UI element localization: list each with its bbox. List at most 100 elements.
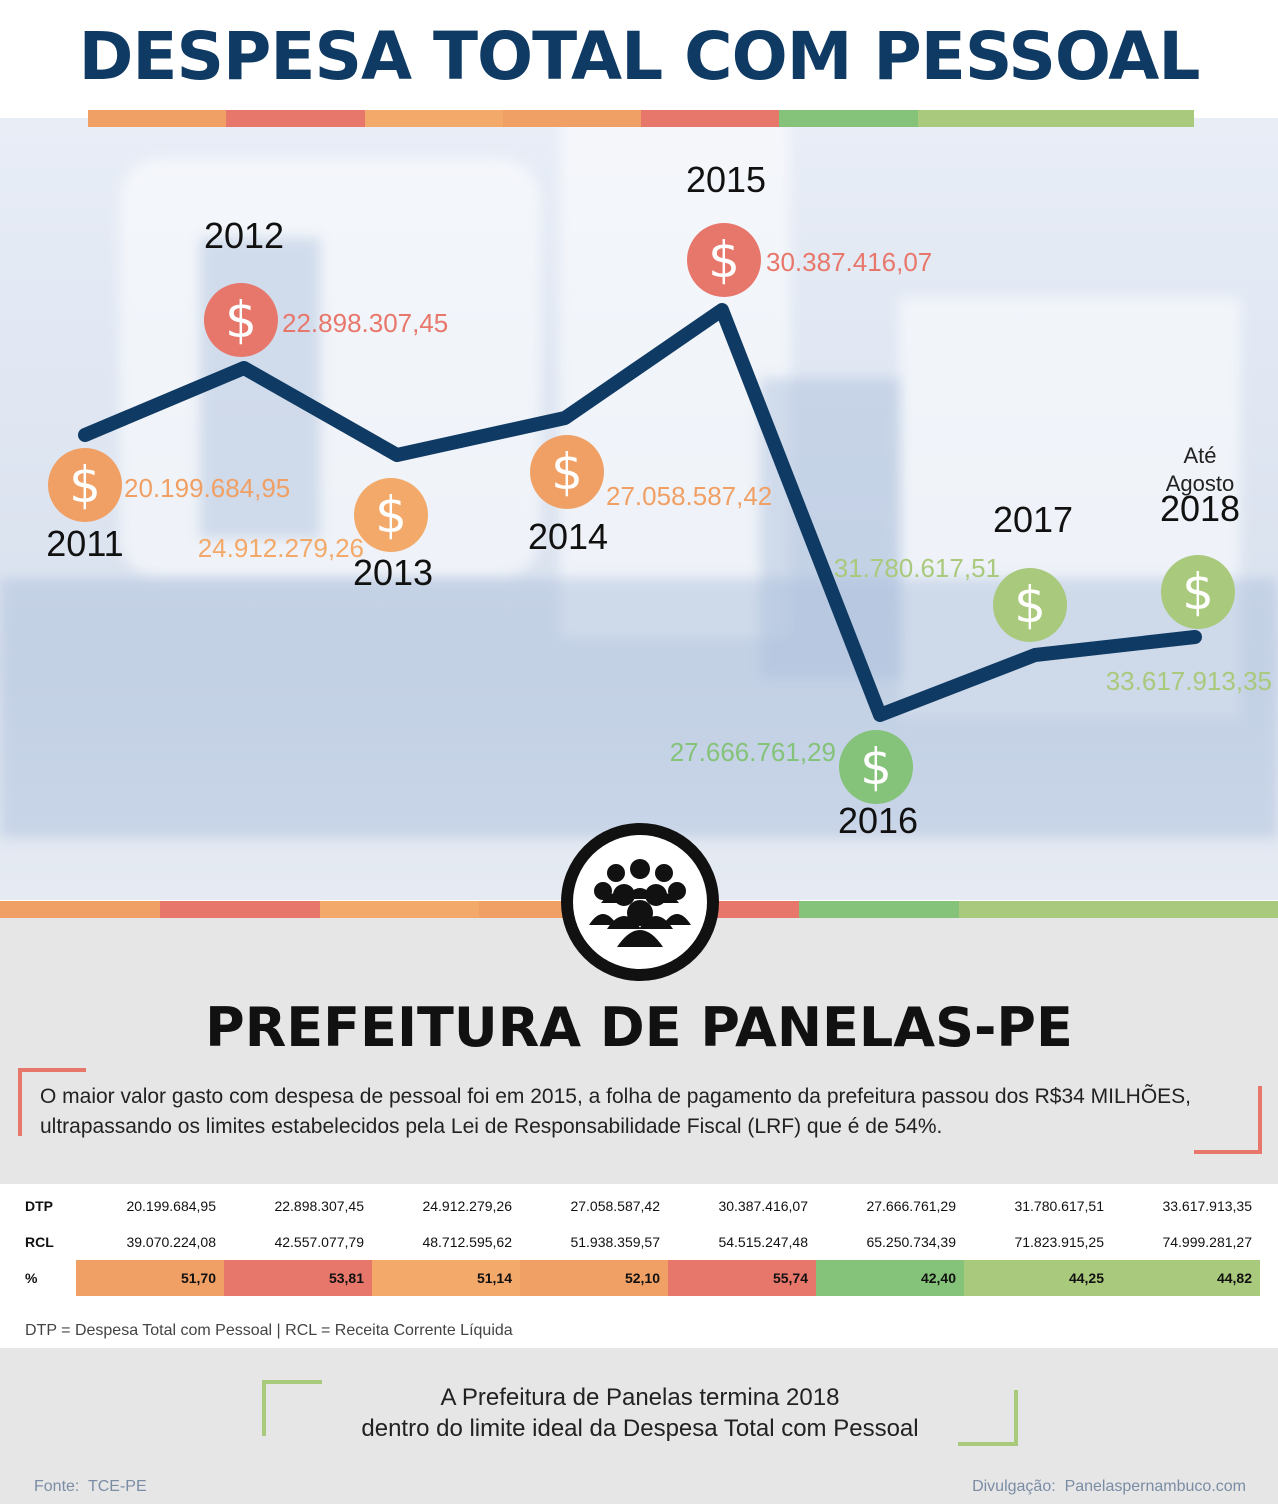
percent-cell-fill xyxy=(668,1260,816,1296)
dollar-icon: $ xyxy=(225,291,257,349)
year-label: 2018 xyxy=(1160,488,1240,529)
data-point-marker xyxy=(993,568,1067,642)
annotation-label: Até xyxy=(1183,443,1216,468)
year-label: 2015 xyxy=(686,159,766,200)
table-legend: DTP = Despesa Total com Pessoal | RCL = … xyxy=(25,1322,513,1339)
row-label: % xyxy=(25,1270,38,1286)
table-cell: 31.780.617,51 xyxy=(1014,1198,1104,1214)
conclusion-line-2: dentro do limite ideal da Despesa Total … xyxy=(361,1415,919,1442)
stripe-segment xyxy=(159,901,320,918)
table-row: RCL 39.070.224,08 42.557.077,79 48.712.595,… xyxy=(0,1224,1278,1260)
stripe-segment xyxy=(1118,901,1278,918)
data-point-marker xyxy=(687,223,761,297)
stripe-segment xyxy=(364,110,503,127)
value-label: 20.199.684,95 xyxy=(124,473,290,503)
conclusion-bracket-left xyxy=(262,1380,322,1436)
table-cell: 74.999.281,27 xyxy=(1162,1234,1252,1250)
stripe-segment xyxy=(779,110,918,127)
stripe-segment xyxy=(958,901,1119,918)
table-cell: 52,10 xyxy=(624,1270,660,1286)
value-label: 24.912.279,26 xyxy=(198,533,364,563)
stripe-segment xyxy=(319,901,480,918)
data-point-marker xyxy=(1161,555,1235,629)
stripe-segment xyxy=(502,110,641,127)
dollar-icon: $ xyxy=(551,443,583,501)
table-cell: 51.938.359,57 xyxy=(570,1234,660,1250)
row-label: DTP xyxy=(25,1198,53,1214)
conclusion-bracket-right xyxy=(958,1390,1018,1446)
dollar-icon: $ xyxy=(860,738,892,796)
data-table: DTP 20.199.684,95 22.898.307,45 24.912.279,… xyxy=(0,1184,1278,1348)
year-label: 2011 xyxy=(46,523,123,564)
table-cell: 22.898.307,45 xyxy=(274,1198,364,1214)
footer-panel xyxy=(0,1348,1278,1504)
source-label: Fonte: xyxy=(34,1478,80,1495)
table-row: % 51,70 53,81 51,14 52,10 55,74 42,40 44,25 44,8… xyxy=(0,1260,1278,1296)
color-stripe-top xyxy=(88,110,1194,127)
percent-cell-fill xyxy=(1112,1260,1260,1296)
table-cell: 27.666.761,29 xyxy=(866,1198,956,1214)
table-cell: 55,74 xyxy=(772,1270,808,1286)
dollar-icon: $ xyxy=(1014,576,1046,634)
table-cell: 24.912.279,26 xyxy=(422,1198,512,1214)
publisher-value: Panelaspernambuco.com xyxy=(1064,1478,1246,1495)
dollar-icon: $ xyxy=(1182,563,1214,621)
table-cell: 51,14 xyxy=(476,1270,512,1286)
people-group-icon xyxy=(589,859,691,947)
table-cell: 53,81 xyxy=(328,1270,364,1286)
note-bracket-right xyxy=(1194,1086,1262,1154)
table-cell: 65.250.734,39 xyxy=(866,1234,956,1250)
table-cell: 51,70 xyxy=(180,1270,216,1286)
table-cell: 42.557.077,79 xyxy=(274,1234,364,1250)
background-building-shadow xyxy=(200,238,320,538)
row-label: RCL xyxy=(25,1234,54,1250)
year-label: 2014 xyxy=(528,516,608,557)
publisher-label: Divulgação: xyxy=(972,1478,1056,1495)
stripe-segment xyxy=(226,110,365,127)
dollar-icon: $ xyxy=(708,231,740,289)
percent-cell-fill xyxy=(224,1260,372,1296)
data-point-marker xyxy=(48,448,122,522)
percent-cell-fill xyxy=(816,1260,964,1296)
value-label: 31.780.617,51 xyxy=(834,553,1000,583)
conclusion-text: A Prefeitura de Panelas termina 2018 den… xyxy=(260,1382,1020,1444)
table-cell: 33.617.913,35 xyxy=(1162,1198,1252,1214)
people-icon-badge xyxy=(561,823,719,981)
percent-cell-fill xyxy=(372,1260,520,1296)
chart-background xyxy=(0,118,1278,900)
percent-cell-fill xyxy=(76,1260,224,1296)
stripe-segment xyxy=(917,110,1056,127)
percent-cell-fill xyxy=(964,1260,1112,1296)
value-label: 22.898.307,45 xyxy=(282,308,448,338)
source-credit: Fonte: TCE-PE xyxy=(34,1478,147,1496)
dollar-icon: $ xyxy=(375,486,407,544)
table-cell: 54.515.247,48 xyxy=(718,1234,808,1250)
note-text: O maior valor gasto com despesa de pesso… xyxy=(40,1085,1192,1138)
value-label: 27.666.761,29 xyxy=(670,737,836,767)
conclusion-line-1: A Prefeitura de Panelas termina 2018 xyxy=(440,1384,840,1411)
data-point-marker xyxy=(354,478,428,552)
table-cell: 27.058.587,42 xyxy=(570,1198,660,1214)
stripe-segment xyxy=(641,110,780,127)
stripe-segment xyxy=(798,901,959,918)
background-building xyxy=(120,158,540,578)
table-cell: 44,25 xyxy=(1068,1270,1104,1286)
title-band: DESPESA TOTAL COM PESSOAL xyxy=(0,0,1278,118)
year-label: 2016 xyxy=(838,800,918,841)
color-stripe-bottom xyxy=(0,901,1278,918)
year-label: 2012 xyxy=(204,215,284,256)
table-row: DTP 20.199.684,95 22.898.307,45 24.912.279,… xyxy=(0,1188,1278,1224)
table-cell: 20.199.684,95 xyxy=(126,1198,216,1214)
stripe-segment xyxy=(0,901,160,918)
annotation-label: Agosto xyxy=(1166,471,1235,496)
data-point-marker xyxy=(204,283,278,357)
source-value: TCE-PE xyxy=(87,1478,147,1495)
value-label: 27.058.587,42 xyxy=(606,481,772,511)
table-cell: 71.823.915,25 xyxy=(1014,1234,1104,1250)
table-cell: 42,40 xyxy=(920,1270,956,1286)
year-label: 2017 xyxy=(993,499,1073,540)
year-label: 2013 xyxy=(353,552,433,593)
stripe-segment xyxy=(1055,110,1194,127)
percent-cell-fill xyxy=(520,1260,668,1296)
stripe-segment xyxy=(88,110,227,127)
